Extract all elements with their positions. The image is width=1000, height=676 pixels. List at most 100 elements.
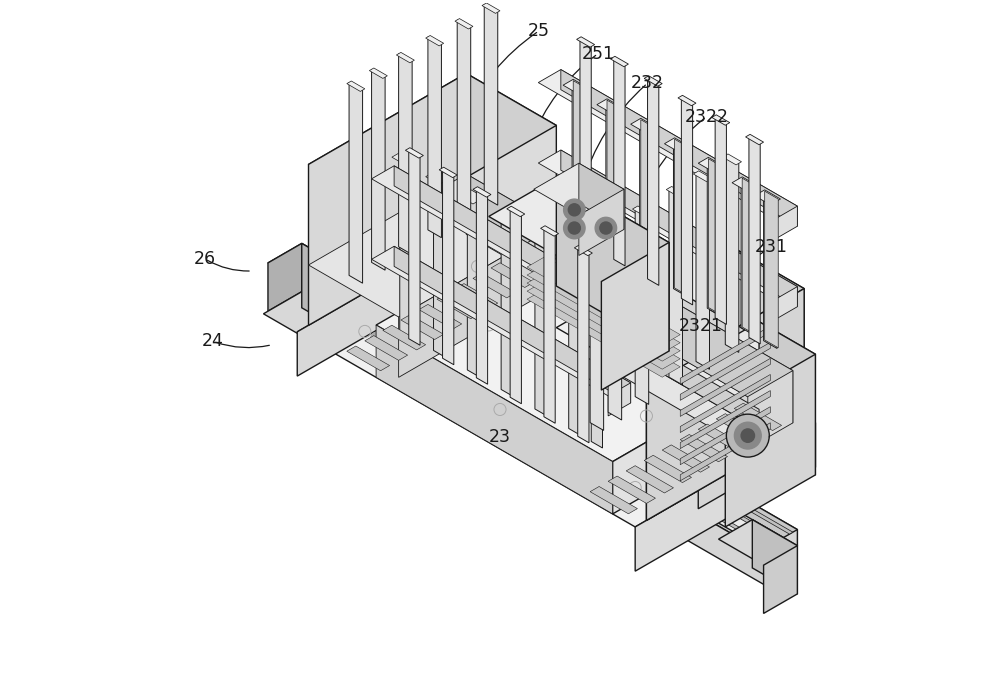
Polygon shape <box>309 315 351 356</box>
Polygon shape <box>752 520 797 594</box>
Polygon shape <box>669 322 815 406</box>
Text: 25: 25 <box>528 22 550 40</box>
Polygon shape <box>578 247 589 443</box>
Polygon shape <box>394 246 631 403</box>
Polygon shape <box>263 289 351 340</box>
Polygon shape <box>482 3 500 14</box>
Polygon shape <box>309 174 556 317</box>
Polygon shape <box>715 117 726 324</box>
Polygon shape <box>725 354 815 527</box>
Polygon shape <box>613 358 793 514</box>
Polygon shape <box>775 206 797 239</box>
Circle shape <box>564 199 585 220</box>
Polygon shape <box>601 352 759 442</box>
Polygon shape <box>755 190 780 205</box>
Polygon shape <box>401 315 444 339</box>
Polygon shape <box>765 191 778 348</box>
Circle shape <box>371 333 381 343</box>
Polygon shape <box>592 370 728 492</box>
Polygon shape <box>541 226 559 236</box>
Polygon shape <box>680 424 703 449</box>
Polygon shape <box>632 206 651 217</box>
Polygon shape <box>678 95 696 105</box>
Polygon shape <box>399 226 556 377</box>
Text: 26: 26 <box>194 250 216 268</box>
Polygon shape <box>675 139 688 296</box>
Polygon shape <box>534 163 624 215</box>
Polygon shape <box>392 151 417 165</box>
Polygon shape <box>271 259 770 547</box>
Polygon shape <box>591 264 603 448</box>
Polygon shape <box>590 372 703 437</box>
Polygon shape <box>606 101 619 258</box>
Polygon shape <box>782 551 788 587</box>
Polygon shape <box>680 435 728 462</box>
Polygon shape <box>493 209 518 224</box>
Circle shape <box>741 429 755 442</box>
Polygon shape <box>680 375 770 433</box>
Polygon shape <box>666 187 685 197</box>
Polygon shape <box>716 414 764 441</box>
Text: 24: 24 <box>202 333 224 350</box>
Text: 231: 231 <box>755 239 788 256</box>
Polygon shape <box>775 287 797 320</box>
Polygon shape <box>696 172 710 369</box>
Polygon shape <box>426 35 444 46</box>
Polygon shape <box>372 166 631 316</box>
Polygon shape <box>707 160 721 316</box>
Polygon shape <box>764 546 797 613</box>
Polygon shape <box>732 177 758 192</box>
Polygon shape <box>466 174 556 287</box>
Polygon shape <box>635 423 815 571</box>
Polygon shape <box>457 20 471 221</box>
Polygon shape <box>631 118 657 133</box>
Polygon shape <box>527 264 680 353</box>
Polygon shape <box>742 178 756 335</box>
Polygon shape <box>297 228 477 376</box>
Polygon shape <box>279 268 782 558</box>
Polygon shape <box>527 289 680 377</box>
Circle shape <box>595 217 617 239</box>
Polygon shape <box>286 265 788 555</box>
Polygon shape <box>409 149 420 345</box>
Polygon shape <box>297 228 815 527</box>
Polygon shape <box>680 306 793 423</box>
Polygon shape <box>607 100 621 257</box>
Polygon shape <box>725 155 739 352</box>
Polygon shape <box>376 221 793 462</box>
Polygon shape <box>467 193 479 377</box>
Circle shape <box>600 222 612 234</box>
Polygon shape <box>590 487 637 514</box>
Polygon shape <box>556 221 793 410</box>
Polygon shape <box>268 243 302 311</box>
Polygon shape <box>775 555 782 591</box>
Polygon shape <box>306 289 351 331</box>
Polygon shape <box>347 346 390 370</box>
Circle shape <box>619 476 629 486</box>
Polygon shape <box>309 74 466 325</box>
Polygon shape <box>556 237 804 380</box>
Polygon shape <box>561 70 797 226</box>
Text: 2322: 2322 <box>684 107 728 126</box>
Polygon shape <box>510 208 521 404</box>
Polygon shape <box>439 167 457 178</box>
Polygon shape <box>561 150 797 307</box>
Polygon shape <box>563 79 589 94</box>
Polygon shape <box>680 407 770 464</box>
Polygon shape <box>572 81 586 238</box>
Polygon shape <box>372 70 385 270</box>
Polygon shape <box>302 243 347 334</box>
Polygon shape <box>669 188 682 385</box>
Polygon shape <box>601 243 669 390</box>
Polygon shape <box>662 445 710 472</box>
Circle shape <box>568 203 580 216</box>
Polygon shape <box>455 18 473 29</box>
Polygon shape <box>556 177 669 351</box>
Polygon shape <box>476 189 488 384</box>
Polygon shape <box>466 74 556 287</box>
Polygon shape <box>286 268 782 587</box>
Polygon shape <box>473 187 491 197</box>
Polygon shape <box>764 192 777 348</box>
Polygon shape <box>644 76 662 87</box>
Polygon shape <box>693 171 712 182</box>
